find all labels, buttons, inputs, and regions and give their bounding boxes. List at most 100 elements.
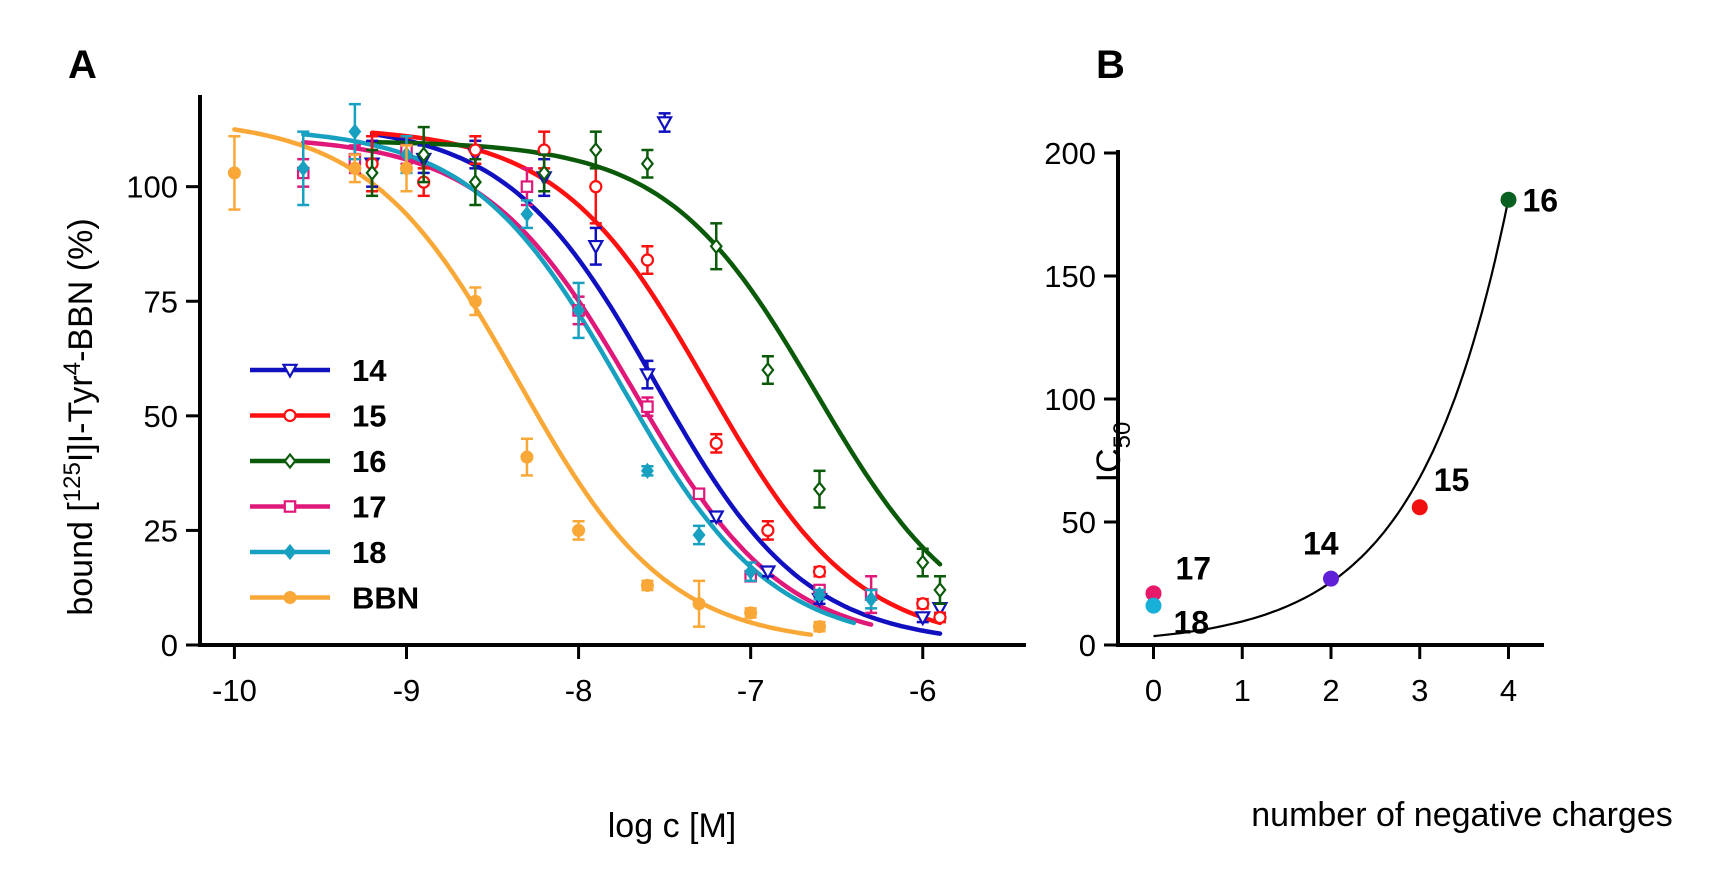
panel-a-y-tick-label: 100 — [126, 170, 178, 205]
panel-a-axes: -10 -9 -8 -7 -6 0 25 50 75 100 — [126, 95, 1026, 708]
y-title-part2: I]I-Tyr — [62, 375, 100, 462]
legend-marker-BBN — [283, 590, 297, 605]
data-point-18 — [348, 123, 362, 140]
data-point-BBN — [572, 523, 586, 537]
panel-a-label: A — [68, 43, 97, 87]
data-point-16 — [933, 581, 947, 599]
data-point-14 — [587, 239, 605, 256]
data-point-BBN — [812, 620, 827, 634]
panel-b-label: B — [1096, 43, 1125, 87]
legend-label-BBN: BBN — [352, 581, 419, 616]
data-point-15 — [589, 180, 603, 194]
panel-a-y-axis-title: bound [125I]I-Tyr4-BBN (%) — [59, 218, 100, 615]
fit-curve-15 — [369, 130, 943, 626]
legend-label-16: 16 — [352, 444, 386, 479]
y-title-part3: -BBN (%) — [62, 218, 100, 362]
panel-a-fit-curves — [232, 127, 943, 637]
data-point-BBN — [348, 161, 362, 175]
fit-curve-17 — [301, 140, 874, 627]
data-point-14 — [656, 116, 673, 132]
point-18 — [1145, 597, 1162, 614]
point-label-18: 18 — [1174, 605, 1210, 641]
data-point-15 — [761, 523, 775, 538]
legend-label-14: 14 — [352, 353, 387, 388]
legend-marker-17 — [283, 500, 297, 513]
point-label-17: 17 — [1176, 550, 1212, 586]
data-point-BBN — [468, 294, 482, 308]
legend-marker-18 — [283, 543, 297, 561]
legend-label-18: 18 — [352, 535, 386, 570]
panel-a-x-axis-title: log c [M] — [608, 807, 736, 845]
data-point-17 — [641, 400, 654, 413]
panel-a-y-tick-label: 0 — [161, 628, 178, 663]
data-point-17 — [520, 180, 534, 193]
legend-label-15: 15 — [352, 399, 386, 434]
data-point-16 — [589, 141, 603, 159]
data-point-16 — [417, 146, 431, 163]
panel-a-x-tick-label: -6 — [909, 673, 937, 708]
panel-b-x-tick-label: 0 — [1145, 673, 1162, 708]
data-point-BBN — [744, 606, 758, 620]
data-point-17 — [692, 487, 706, 501]
legend-marker-14 — [281, 363, 299, 379]
data-point-BBN — [520, 450, 534, 464]
panel-b-axes: 0 1 2 3 4 0 50 100 150 200 — [1044, 136, 1544, 708]
point-label-15: 15 — [1434, 462, 1470, 498]
data-point-16 — [468, 173, 482, 191]
panel-a-x-tick-label: -8 — [565, 673, 593, 708]
data-point-BBN — [692, 597, 706, 611]
point-14 — [1323, 570, 1339, 587]
data-point-16 — [537, 164, 551, 182]
panel-a-y-tick-label: 50 — [144, 399, 178, 434]
fit-curve-14 — [369, 131, 943, 636]
data-point-16 — [812, 480, 827, 498]
data-point-14 — [759, 565, 777, 581]
data-point-18 — [640, 462, 654, 479]
panel-a-legend: 14 15 16 17 18 BBN — [250, 353, 419, 616]
data-point-15 — [933, 610, 947, 625]
panel-b-y-tick-label: 150 — [1044, 259, 1096, 294]
panel-b-x-axis-title: number of negative charges — [1251, 796, 1672, 834]
panel-a-x-tick-label: -9 — [393, 673, 421, 708]
data-point-18 — [572, 302, 586, 319]
data-point-14 — [914, 611, 932, 627]
panel-a-y-tick-label: 75 — [144, 284, 178, 319]
data-point-15 — [916, 597, 930, 611]
y-title-part1: bound [ — [62, 502, 100, 616]
ic-subscript: 50 — [1109, 422, 1136, 449]
data-point-18 — [296, 160, 310, 177]
point-15 — [1411, 499, 1428, 516]
data-point-14 — [707, 510, 725, 526]
panel-b-y-tick-label: 0 — [1079, 628, 1096, 663]
data-point-15 — [640, 253, 655, 267]
data-point-16 — [709, 237, 723, 255]
point-17 — [1145, 585, 1162, 602]
panel-b-y-tick-label: 50 — [1062, 505, 1096, 540]
legend-marker-16 — [283, 452, 297, 470]
data-point-14 — [639, 368, 656, 384]
y-title-sup1: 125 — [59, 462, 86, 502]
data-point-15 — [812, 565, 827, 579]
panel-a-x-tick-label: -10 — [212, 673, 257, 708]
fit-curve-16 — [369, 139, 943, 567]
data-point-15 — [709, 436, 723, 450]
panel-b-x-tick-label: 2 — [1322, 673, 1339, 708]
legend-marker-15 — [283, 408, 297, 423]
panel-b-x-tick-label: 4 — [1500, 673, 1517, 708]
data-point-18 — [813, 586, 826, 603]
data-point-16 — [916, 554, 930, 571]
ic-label: IC — [1090, 448, 1128, 482]
panel-b-y-axis-title: IC50 — [1090, 422, 1136, 483]
panel-b-x-tick-label: 1 — [1234, 673, 1251, 708]
data-point-18 — [520, 206, 534, 223]
y-title-sup2: 4 — [59, 362, 86, 375]
data-point-BBN — [227, 166, 241, 180]
point-label-14: 14 — [1303, 526, 1339, 562]
data-point-18 — [692, 526, 706, 544]
data-point-16 — [761, 361, 775, 379]
panel-b-y-tick-label: 100 — [1044, 382, 1096, 417]
point-label-16: 16 — [1523, 183, 1559, 219]
data-point-15 — [468, 143, 482, 157]
